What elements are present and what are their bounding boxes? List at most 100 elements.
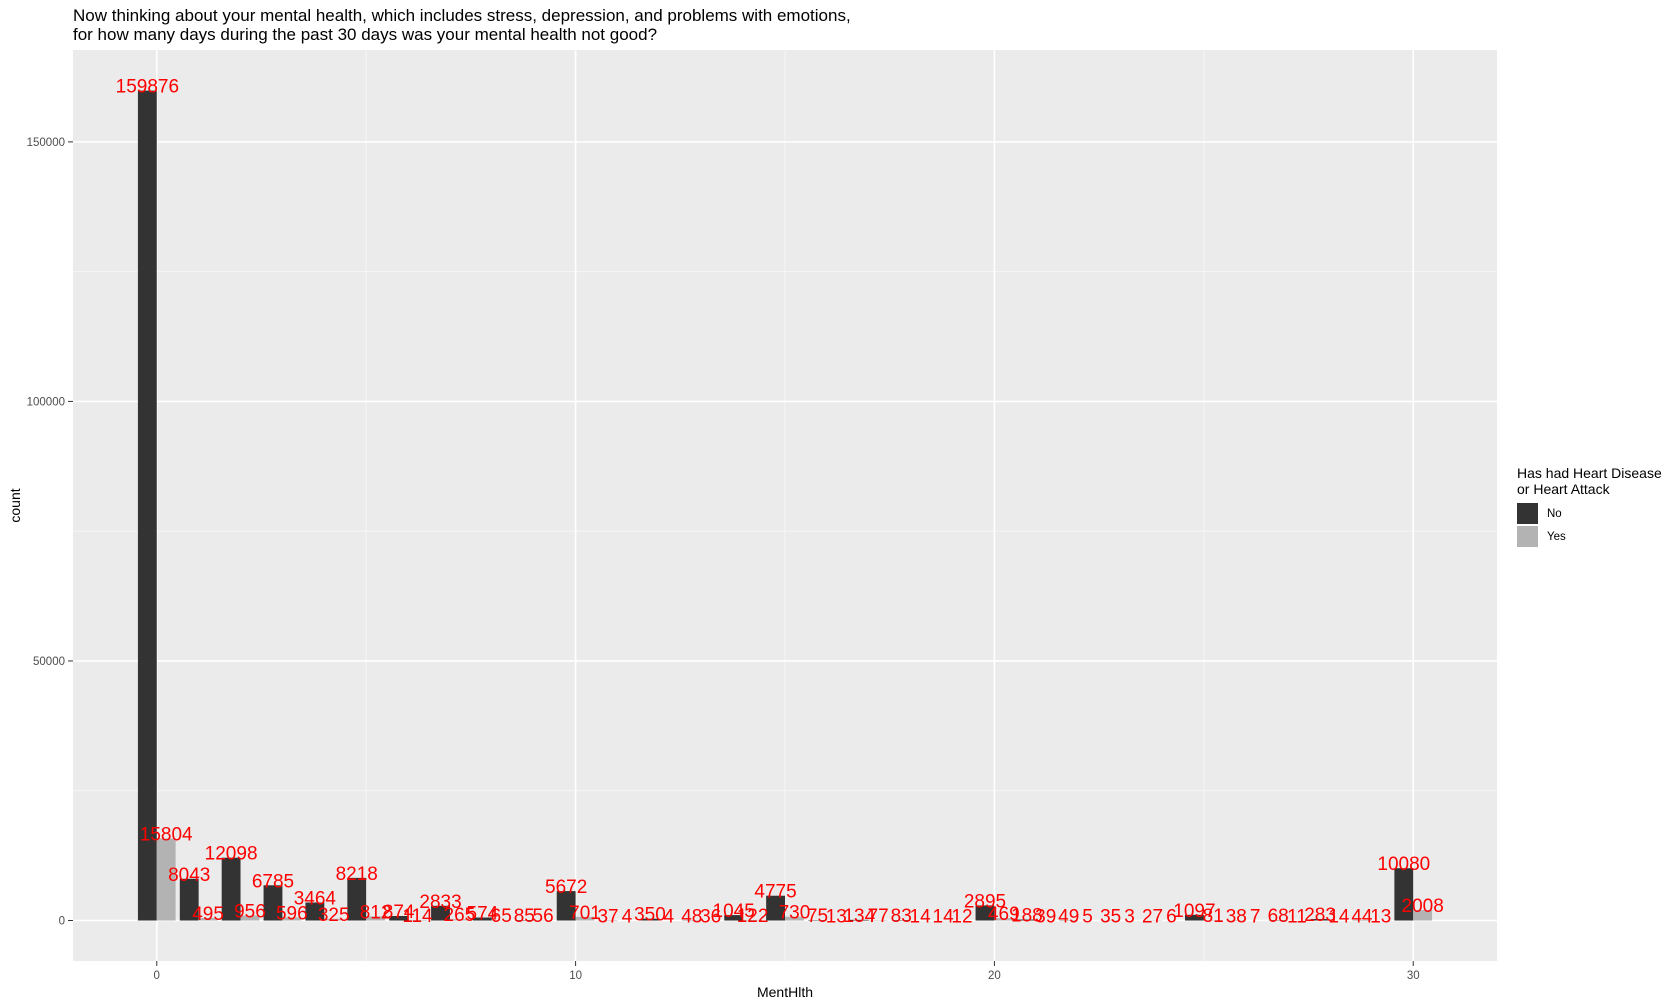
data-label: 4 bbox=[622, 906, 633, 927]
bar-no-15 bbox=[766, 895, 785, 921]
bar-yes-1 bbox=[198, 917, 218, 921]
data-label: 874 bbox=[383, 902, 415, 923]
bar-no-14 bbox=[724, 915, 744, 921]
data-label: 65 bbox=[491, 906, 512, 927]
bar-no-28 bbox=[1310, 919, 1330, 921]
chart-subtitle: for how many days during the past 30 day… bbox=[73, 25, 658, 44]
data-label: 12098 bbox=[205, 844, 258, 865]
y-axis-label: count bbox=[7, 488, 23, 522]
data-label: 14 bbox=[933, 906, 955, 927]
bar-yes-30 bbox=[1413, 910, 1433, 921]
x-tick-label: 30 bbox=[1407, 970, 1420, 982]
data-label: 8218 bbox=[336, 864, 378, 885]
data-label: 10080 bbox=[1377, 854, 1430, 875]
bar-no-12 bbox=[640, 918, 660, 921]
data-label: 37 bbox=[597, 906, 618, 927]
bar-no-30 bbox=[1394, 868, 1414, 921]
data-label: 2895 bbox=[964, 891, 1006, 912]
data-label: 14 bbox=[910, 906, 932, 927]
x-axis-label: MentHlth bbox=[757, 984, 813, 1000]
data-label: 27 bbox=[1142, 906, 1163, 927]
data-label: 134 bbox=[843, 906, 875, 927]
data-label: 6785 bbox=[252, 871, 294, 892]
bars bbox=[137, 90, 1433, 921]
data-label: 38 bbox=[1226, 906, 1247, 927]
data-label: 495 bbox=[192, 904, 224, 925]
data-label: 3464 bbox=[294, 889, 337, 910]
data-label: 350 bbox=[634, 905, 666, 926]
chart-title: Now thinking about your mental health, w… bbox=[73, 6, 851, 25]
data-label: 75 bbox=[807, 906, 828, 927]
bar-yes-2 bbox=[240, 915, 260, 921]
y-tick-label: 50000 bbox=[33, 656, 65, 668]
data-label: 2008 bbox=[1402, 896, 1444, 917]
bar-no-25 bbox=[1184, 914, 1204, 921]
bar-no-7 bbox=[431, 905, 450, 921]
bar-no-21 bbox=[1017, 919, 1037, 921]
legend-swatch-yes bbox=[1517, 526, 1538, 547]
data-label: 14 bbox=[1328, 906, 1350, 927]
data-label: 8043 bbox=[168, 865, 210, 886]
data-label: 44 bbox=[1351, 906, 1373, 927]
data-label: 574 bbox=[467, 904, 499, 925]
bar-yes-4 bbox=[324, 918, 344, 921]
data-label: 730 bbox=[779, 903, 811, 924]
x-tick-label: 20 bbox=[988, 970, 1001, 982]
data-label: 956 bbox=[234, 902, 266, 923]
bar-no-3 bbox=[263, 885, 283, 921]
data-label: 596 bbox=[276, 903, 308, 924]
bar-yes-15 bbox=[785, 916, 804, 921]
legend-item-yes: Yes bbox=[1517, 526, 1662, 547]
data-label: 4775 bbox=[754, 882, 796, 903]
bar-no-1 bbox=[179, 878, 199, 921]
data-label: 49 bbox=[1058, 906, 1079, 927]
data-label: 4 bbox=[663, 906, 674, 927]
data-label: 6 bbox=[1166, 906, 1177, 927]
bar-yes-0 bbox=[156, 838, 176, 921]
data-label: 5672 bbox=[545, 877, 587, 898]
bar-no-0 bbox=[137, 90, 157, 921]
data-label: 7 bbox=[1250, 906, 1261, 927]
bar-yes-14 bbox=[743, 919, 762, 921]
minor-gridlines bbox=[73, 50, 1497, 961]
data-label: 35 bbox=[1100, 906, 1121, 927]
data-label: 325 bbox=[318, 905, 350, 926]
y-tick-label: 100000 bbox=[27, 396, 65, 408]
legend: Has had Heart Disease or Heart Attack No… bbox=[1517, 465, 1662, 547]
data-label: 48 bbox=[681, 906, 702, 927]
data-label: 15804 bbox=[140, 824, 193, 845]
data-label: 812 bbox=[360, 902, 392, 923]
bar-no-17 bbox=[849, 919, 869, 921]
legend-swatch-no bbox=[1517, 503, 1538, 524]
data-label: 77 bbox=[868, 906, 889, 927]
data-label: 283 bbox=[1304, 905, 1336, 926]
bar-yes-20 bbox=[994, 918, 1014, 921]
data-label: 68 bbox=[1268, 906, 1289, 927]
y-tick-label: 0 bbox=[59, 916, 65, 928]
bar-no-20 bbox=[975, 905, 995, 921]
data-label: 83 bbox=[891, 906, 912, 927]
bar-no-8 bbox=[472, 917, 492, 921]
bar-no-5 bbox=[347, 877, 367, 921]
data-label: 114 bbox=[402, 906, 433, 927]
data-label: 36 bbox=[700, 906, 721, 927]
bar-no-2 bbox=[221, 857, 241, 921]
legend-title-line1: Has had Heart Disease bbox=[1517, 465, 1662, 481]
data-label: 13 bbox=[826, 906, 847, 927]
bar-no-6 bbox=[389, 915, 409, 921]
bar-yes-5 bbox=[366, 916, 386, 921]
bar-yes-6 bbox=[408, 919, 427, 921]
data-label: 12 bbox=[951, 906, 972, 927]
x-tick-label: 10 bbox=[569, 970, 582, 982]
data-label: 2833 bbox=[419, 892, 461, 913]
data-labels: 1598761580480434951209895667855963464325… bbox=[116, 77, 1444, 928]
y-tick-label: 150000 bbox=[27, 137, 65, 149]
data-label: 13 bbox=[1370, 906, 1391, 927]
bar-yes-7 bbox=[449, 919, 469, 921]
bar-no-10 bbox=[556, 891, 576, 921]
data-label: 3 bbox=[1124, 906, 1135, 927]
bar-no-4 bbox=[305, 902, 325, 921]
legend-title-line2: or Heart Attack bbox=[1517, 481, 1610, 497]
